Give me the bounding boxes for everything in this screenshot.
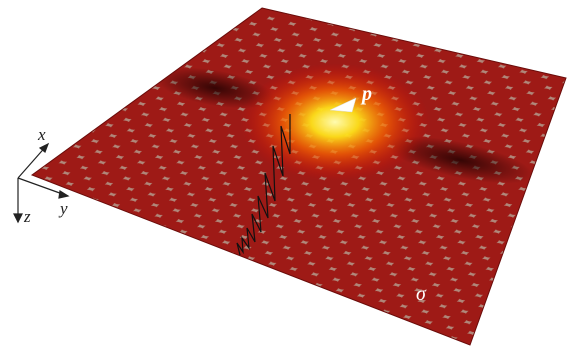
label-p: p	[360, 83, 372, 105]
axis-label-y: y	[58, 199, 68, 218]
sheet	[0, 0, 569, 350]
axis-label-x: x	[37, 125, 46, 144]
illustration: x y z p σ	[0, 0, 569, 350]
label-sigma: σ	[416, 283, 427, 305]
axis-label-z: z	[23, 207, 31, 226]
